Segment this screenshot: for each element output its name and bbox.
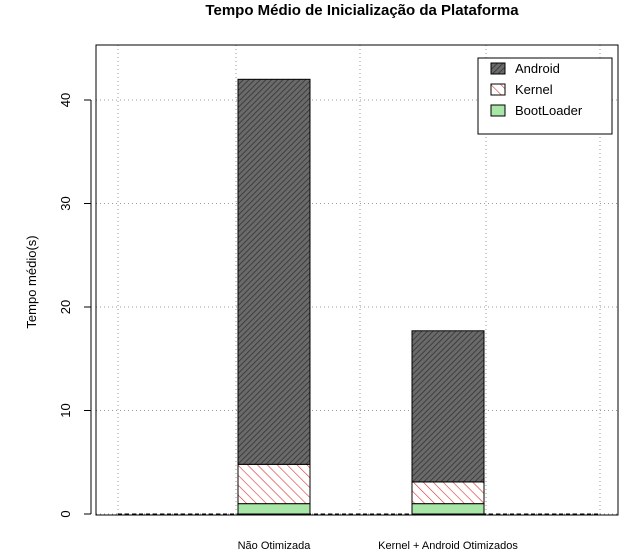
chart-title: Tempo Médio de Inicialização da Platafor… <box>205 2 519 19</box>
bar-segment-kernel <box>411 481 485 505</box>
legend-swatch-android <box>490 62 506 75</box>
bar-segment-android <box>411 330 485 483</box>
y-tick-label: 10 <box>58 403 73 417</box>
legend-swatch-kernel <box>490 83 506 96</box>
bar-segment-kernel <box>237 463 311 505</box>
y-tick-label: 0 <box>58 510 73 517</box>
bar-segment-bootloader <box>237 503 311 515</box>
legend-label-android: Android <box>515 61 560 76</box>
y-tick-label: 30 <box>58 196 73 210</box>
y-axis-label: Tempo médio(s) <box>24 235 39 328</box>
plot-frame <box>95 44 619 516</box>
x-category-label: Kernel + Android Otimizados <box>378 540 518 552</box>
legend-swatch-bootloader <box>490 104 506 117</box>
legend: Android Kernel BootLoader <box>477 57 613 135</box>
x-axis-labels: Não Otimizada Kernel + Android Otimizados <box>238 540 519 552</box>
legend-label-bootloader: BootLoader <box>515 103 583 118</box>
y-tick-label: 40 <box>58 93 73 107</box>
legend-label-kernel: Kernel <box>515 82 553 97</box>
x-category-label: Não Otimizada <box>238 540 312 552</box>
y-axis: 0 10 20 30 40 <box>58 93 92 518</box>
bars <box>118 78 600 515</box>
bar-segment-bootloader <box>411 503 485 515</box>
bar-segment-android <box>237 78 311 465</box>
y-tick-label: 20 <box>58 300 73 314</box>
